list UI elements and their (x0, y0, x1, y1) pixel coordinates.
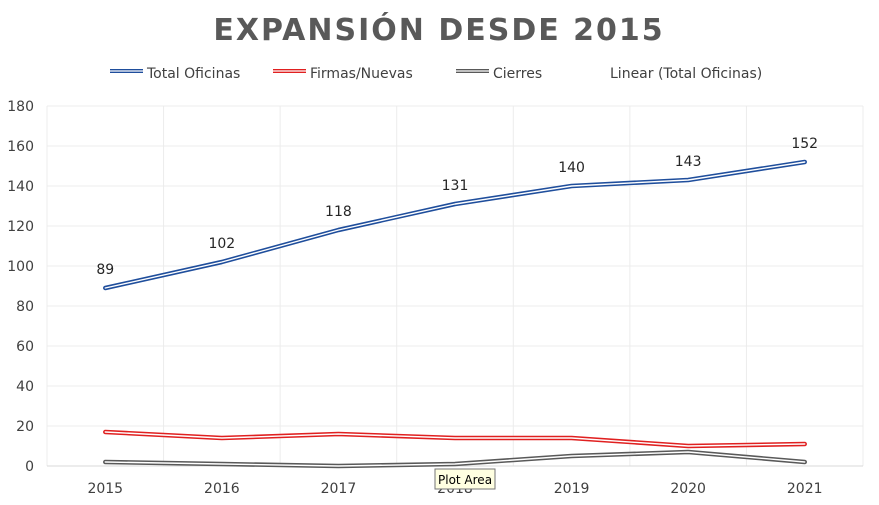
data-label: 152 (791, 136, 818, 152)
legend-label-linear-total-oficinas: Linear (Total Oficinas) (610, 66, 762, 82)
plot-area-background[interactable] (47, 106, 863, 466)
data-point (685, 443, 691, 449)
legend: Total Oficinas Firmas/Nuevas Cierres Lin… (110, 66, 762, 82)
data-point (802, 459, 808, 465)
y-tick-label: 80 (16, 299, 34, 315)
y-tick-label: 180 (7, 99, 34, 115)
y-tick-label: 0 (25, 459, 34, 475)
data-point (219, 461, 225, 467)
x-tick-label: 2017 (321, 481, 357, 497)
data-point (219, 435, 225, 441)
series-line-total-oficinas-inner (104, 161, 806, 289)
data-label: 131 (442, 178, 469, 194)
series-line-cierres-inner (104, 451, 806, 467)
tooltip-box (434, 468, 496, 490)
data-point (219, 259, 225, 265)
data-point (102, 429, 108, 435)
x-tick-label: 2019 (554, 481, 590, 497)
data-point (452, 201, 458, 207)
plot-area-tooltip: Plot Area (434, 468, 496, 490)
y-tick-label: 40 (16, 379, 34, 395)
data-point (685, 449, 691, 455)
legend-item-total-oficinas: Total Oficinas (110, 66, 240, 82)
data-label: 140 (558, 160, 585, 176)
y-tick-label: 160 (7, 139, 34, 155)
legend-item-cierres: Cierres (456, 66, 542, 82)
legend-item-firmas-nuevas: Firmas/Nuevas (273, 66, 413, 82)
y-tick-label: 120 (7, 219, 34, 235)
data-point (685, 177, 691, 183)
data-point (569, 453, 575, 459)
x-tick-label: 2016 (204, 481, 240, 497)
y-tick-label: 100 (7, 259, 34, 275)
legend-label-cierres: Cierres (493, 66, 542, 82)
data-label: 118 (325, 204, 352, 220)
data-point (802, 159, 808, 165)
chart-title: EXPANSIÓN DESDE 2015 (213, 11, 664, 48)
data-point (452, 461, 458, 467)
x-tick-label: 2020 (670, 481, 706, 497)
y-tick-label: 20 (16, 419, 34, 435)
data-point (102, 285, 108, 291)
data-label: 89 (96, 262, 114, 278)
data-point (102, 459, 108, 465)
x-tick-label: 2015 (87, 481, 123, 497)
y-tick-label: 140 (7, 179, 34, 195)
data-point (802, 441, 808, 447)
data-point (569, 435, 575, 441)
plot-area[interactable]: 0204060801001201401601802015201620172018… (7, 99, 864, 497)
data-point (569, 183, 575, 189)
data-point (452, 435, 458, 441)
data-point (335, 463, 341, 469)
data-point (335, 431, 341, 437)
y-tick-label: 60 (16, 339, 34, 355)
data-point (335, 227, 341, 233)
legend-label-total-oficinas: Total Oficinas (146, 66, 240, 82)
x-tick-label: 2021 (787, 481, 823, 497)
data-label: 102 (208, 236, 235, 252)
tooltip-text: Plot Area (438, 473, 492, 487)
series-line-firmas-nuevas-inner (104, 431, 806, 447)
legend-label-firmas-nuevas: Firmas/Nuevas (310, 66, 413, 82)
data-label: 143 (675, 154, 702, 170)
legend-item-linear-total-oficinas: Linear (Total Oficinas) (610, 66, 762, 82)
